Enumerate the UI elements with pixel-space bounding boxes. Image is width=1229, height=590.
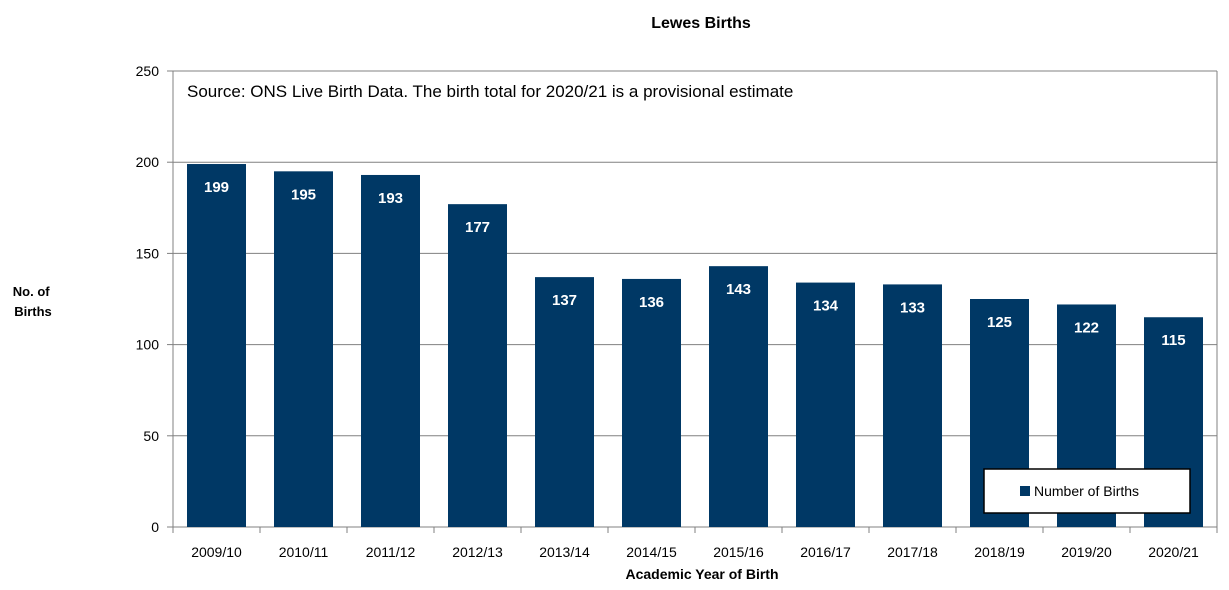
data-label: 177 <box>465 219 490 236</box>
x-tick-label: 2016/17 <box>800 544 851 560</box>
data-label: 137 <box>552 292 577 309</box>
x-tick-label: 2020/21 <box>1148 544 1199 560</box>
y-axis-label: No. of Births <box>13 284 53 319</box>
x-tick-label: 2018/19 <box>974 544 1025 560</box>
gridlines <box>173 70 1217 437</box>
x-tick-label: 2013/14 <box>539 544 590 560</box>
legend-swatch <box>1020 486 1030 496</box>
x-tick-label: 2017/18 <box>887 544 938 560</box>
y-tick-label: 0 <box>151 519 159 535</box>
x-tick-label: 2012/13 <box>452 544 503 560</box>
bar <box>622 278 681 527</box>
y-axis-label-line-1: No. of <box>13 284 50 299</box>
x-tick-label: 2011/12 <box>366 544 416 560</box>
y-tick-label: 250 <box>136 63 160 79</box>
y-tick-label: 200 <box>136 154 160 170</box>
x-tick-label: 2010/11 <box>279 544 329 560</box>
x-tick-label: 2019/20 <box>1061 544 1112 560</box>
x-tick-label: 2009/10 <box>191 544 242 560</box>
data-label: 125 <box>987 314 1012 331</box>
data-labels: 199 195 193 177 137 136 143 134 133 125 122 115 <box>204 179 1186 349</box>
bar <box>535 277 594 527</box>
legend-box <box>983 468 1191 514</box>
y-tick-label: 150 <box>136 245 160 261</box>
bar <box>796 282 855 527</box>
x-tick-label: 2015/16 <box>713 544 764 560</box>
bar <box>274 171 333 527</box>
chart-title: Lewes Births <box>651 15 751 32</box>
data-label: 193 <box>378 190 403 207</box>
bar <box>187 164 246 528</box>
bar <box>448 204 507 528</box>
data-label: 195 <box>291 186 316 203</box>
bar <box>883 284 942 527</box>
y-tick-label: 50 <box>143 428 159 444</box>
data-label: 122 <box>1074 319 1099 336</box>
chart-annotation: Source: ONS Live Birth Data. The birth t… <box>187 82 793 101</box>
data-label: 143 <box>726 281 751 298</box>
bar <box>361 174 420 527</box>
data-label: 115 <box>1161 332 1185 349</box>
data-label: 199 <box>204 179 229 196</box>
x-tick-label: 2014/15 <box>626 544 677 560</box>
legend-label: Number of Births <box>1034 483 1139 499</box>
bar <box>709 266 768 527</box>
y-axis-label-line-2: Births <box>14 304 52 319</box>
legend: Number of Births <box>983 468 1191 514</box>
x-axis-label: Academic Year of Birth <box>625 566 778 582</box>
y-axis-ticks: 0 50 100 150 200 250 <box>136 63 173 535</box>
x-axis-ticks: 2009/10 2010/11 2011/12 2012/13 2013/14 2014/… <box>172 527 1218 560</box>
data-label: 133 <box>900 299 925 316</box>
data-label: 134 <box>813 298 839 315</box>
data-label: 136 <box>639 294 664 311</box>
y-tick-label: 100 <box>136 337 160 353</box>
